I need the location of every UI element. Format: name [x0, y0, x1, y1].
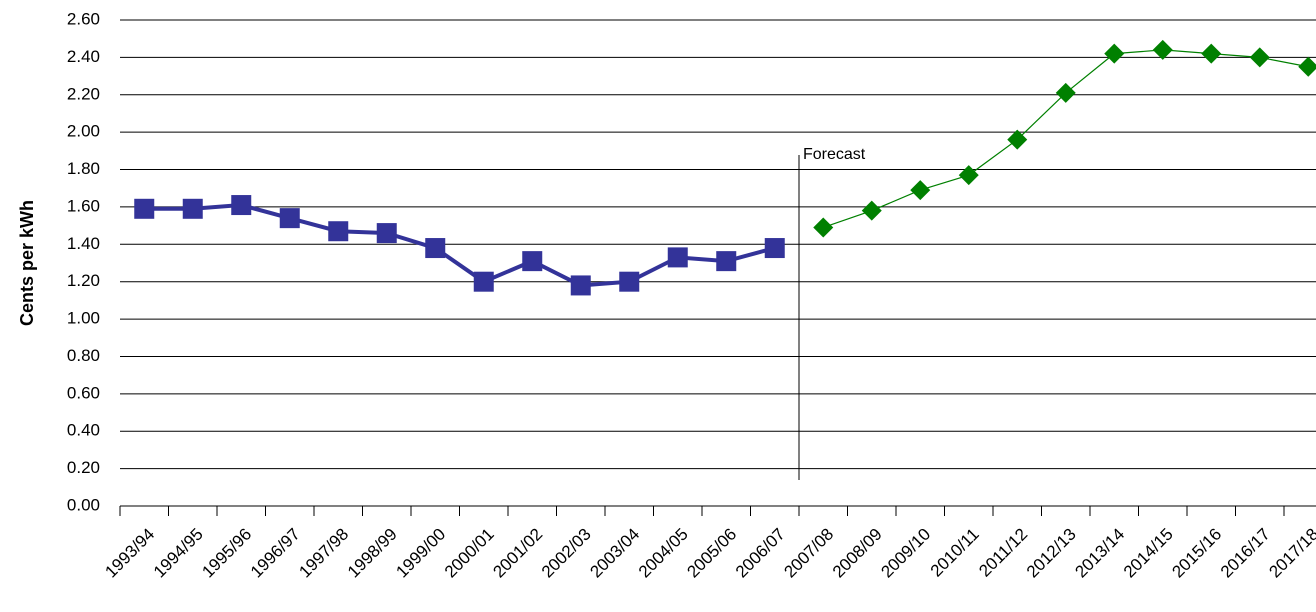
y-tick-label: 2.00 — [67, 122, 100, 141]
marker — [376, 223, 397, 244]
y-tick-label: 2.40 — [67, 47, 100, 66]
x-tick-label: 1995/96 — [198, 525, 255, 582]
y-tick-label: 0.60 — [67, 383, 100, 402]
marker — [1104, 43, 1125, 64]
marker — [1007, 129, 1028, 150]
marker — [716, 251, 737, 272]
marker — [1152, 39, 1173, 60]
marker — [134, 198, 155, 219]
y-tick-label: 1.80 — [67, 159, 100, 178]
x-tick-label: 1996/97 — [247, 525, 304, 582]
marker — [1201, 43, 1222, 64]
marker — [182, 198, 203, 219]
marker — [231, 195, 252, 216]
y-tick-label: 2.60 — [67, 9, 100, 28]
y-tick-label: 0.80 — [67, 346, 100, 365]
annotation: Forecast — [803, 146, 866, 163]
x-tick-label: 2001/02 — [489, 525, 546, 582]
x-tick-label: 1999/00 — [392, 525, 449, 582]
marker — [1055, 82, 1076, 103]
marker — [667, 247, 688, 268]
marker — [570, 275, 591, 296]
x-tick-label: 1998/99 — [344, 525, 401, 582]
marker — [910, 180, 931, 201]
y-tick-label: 1.00 — [67, 309, 100, 328]
y-tick-label: 1.60 — [67, 196, 100, 215]
y-tick-label: 0.00 — [67, 495, 100, 514]
x-tick-label: 2007/08 — [780, 525, 837, 582]
x-tick-label: 2002/03 — [538, 525, 595, 582]
x-tick-label: 2010/11 — [927, 525, 983, 581]
marker — [328, 221, 349, 242]
x-tick-label: 2016/17 — [1217, 525, 1274, 582]
marker — [619, 271, 640, 292]
marker — [425, 238, 446, 259]
x-tick-label: 2011/12 — [975, 525, 1031, 581]
marker — [764, 238, 785, 259]
x-tick-label: 2006/07 — [732, 525, 789, 582]
y-tick-label: 0.20 — [67, 458, 100, 477]
series-line — [823, 49, 1309, 229]
series-line — [144, 203, 776, 288]
y-tick-label: 1.40 — [67, 234, 100, 253]
marker — [473, 271, 494, 292]
x-tick-label: 2008/09 — [829, 525, 886, 582]
x-tick-label: 2012/13 — [1023, 525, 1080, 582]
marker — [279, 208, 300, 229]
y-tick-label: 0.40 — [67, 421, 100, 440]
marker — [861, 200, 882, 221]
x-tick-label: 2017/18 — [1265, 525, 1316, 582]
marker — [958, 165, 979, 186]
x-tick-label: 2014/15 — [1120, 525, 1177, 582]
y-tick-label: 2.20 — [67, 84, 100, 103]
y-axis-title: Cents per kWh — [17, 200, 37, 326]
marker — [522, 251, 543, 272]
marker — [1298, 56, 1316, 77]
x-tick-label: 2015/16 — [1168, 525, 1225, 582]
y-tick-label: 1.20 — [67, 271, 100, 290]
x-tick-label: 1994/95 — [150, 525, 207, 582]
x-tick-label: 1997/98 — [295, 525, 352, 582]
x-tick-label: 2004/05 — [635, 525, 692, 582]
marker — [813, 217, 834, 238]
x-tick-label: 2003/04 — [586, 525, 643, 582]
marker — [1249, 47, 1270, 68]
x-tick-label: 2005/06 — [683, 525, 740, 582]
x-tick-label: 2000/01 — [441, 525, 498, 582]
x-tick-label: 2013/14 — [1071, 525, 1128, 582]
x-tick-label: 2009/10 — [877, 525, 934, 582]
x-tick-label: 1993/94 — [101, 525, 158, 582]
